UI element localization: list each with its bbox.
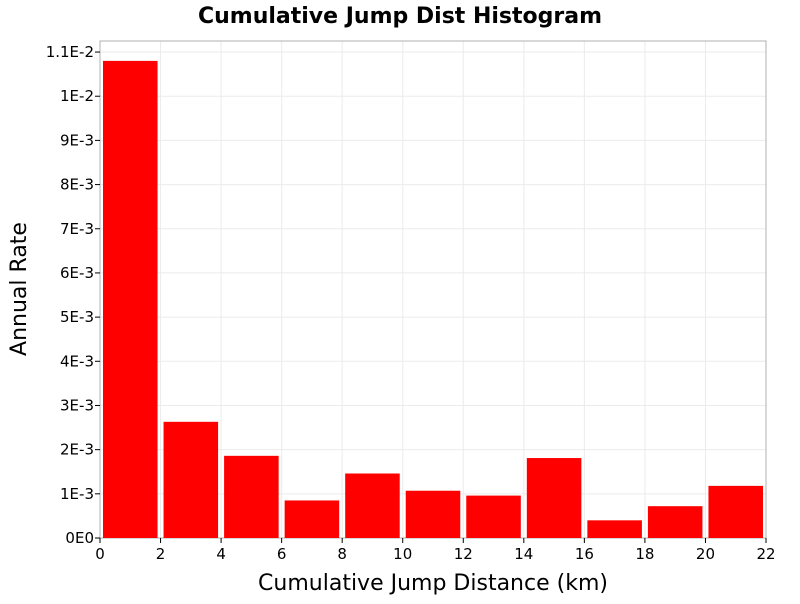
axis-ticks — [95, 51, 767, 543]
y-tick-label: 1E-2 — [60, 87, 94, 105]
x-tick-label: 10 — [393, 545, 412, 563]
histogram-bar — [466, 495, 521, 538]
y-tick-label: 1E-3 — [60, 485, 94, 503]
chart-title: Cumulative Jump Dist Histogram — [198, 4, 602, 29]
histogram-bar — [708, 485, 763, 538]
x-tick-label: 2 — [156, 545, 166, 563]
histogram-bar — [163, 421, 219, 538]
x-tick-label: 8 — [337, 545, 347, 563]
y-tick-label: 9E-3 — [60, 131, 94, 149]
y-tick-label: 2E-3 — [60, 441, 94, 459]
histogram-bar — [224, 455, 279, 538]
histogram-bar — [405, 490, 461, 538]
y-tick-label: 1.1E-2 — [46, 43, 94, 61]
x-tick-label: 22 — [756, 545, 775, 563]
y-tick-label: 6E-3 — [60, 264, 94, 282]
bars — [103, 60, 763, 538]
histogram-bar — [647, 506, 703, 538]
y-tick-label: 3E-3 — [60, 396, 94, 414]
tick-labels: 0 2 4 6 8 10 12 14 16 18 20 22 0E0 1E-3 2E-3 3E-3 4E-3 5E… — [46, 43, 776, 563]
y-axis-label: Annual Rate — [7, 222, 32, 356]
x-tick-label: 20 — [696, 545, 715, 563]
y-tick-label: 7E-3 — [60, 220, 94, 238]
x-axis-label: Cumulative Jump Distance (km) — [258, 571, 608, 596]
x-tick-label: 14 — [514, 545, 533, 563]
x-tick-label: 16 — [575, 545, 594, 563]
y-tick-label: 5E-3 — [60, 308, 94, 326]
histogram-bar — [526, 458, 582, 538]
x-tick-label: 12 — [454, 545, 473, 563]
y-tick-label: 0E0 — [65, 529, 94, 547]
x-tick-label: 6 — [277, 545, 287, 563]
x-tick-label: 18 — [635, 545, 654, 563]
histogram-bar — [587, 520, 642, 538]
x-tick-label: 4 — [216, 545, 226, 563]
y-tick-label: 8E-3 — [60, 176, 94, 194]
y-tick-label: 4E-3 — [60, 352, 94, 370]
histogram-bar — [284, 500, 340, 538]
histogram-bar — [103, 60, 158, 538]
histogram-bar — [345, 473, 400, 538]
x-tick-label: 0 — [95, 545, 105, 563]
